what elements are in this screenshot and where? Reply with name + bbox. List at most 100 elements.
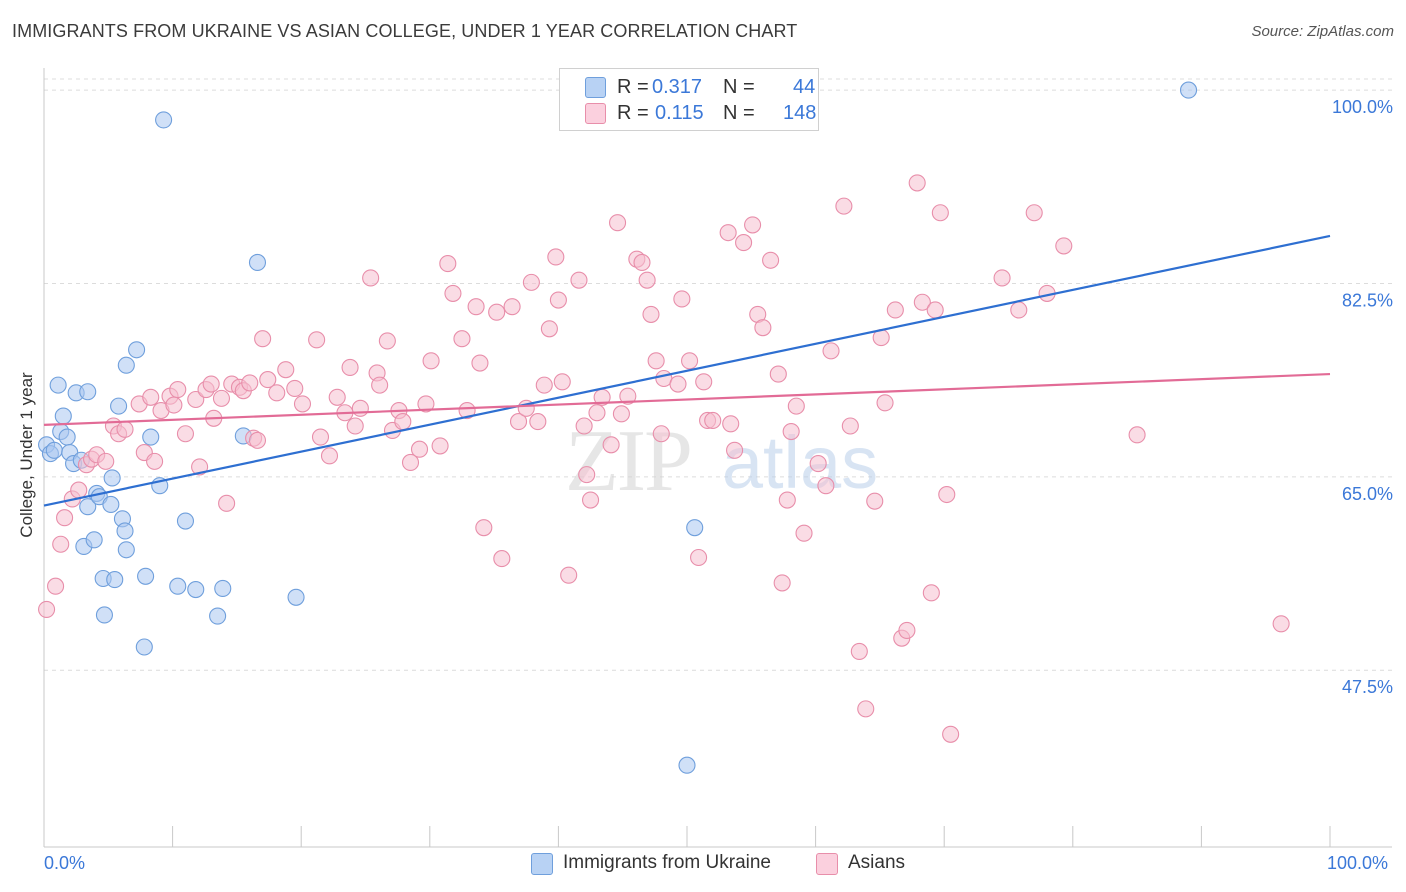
asian-point bbox=[259, 371, 277, 389]
asian-point bbox=[769, 365, 787, 383]
asian-point bbox=[938, 485, 956, 504]
asian-point bbox=[809, 455, 827, 473]
asian-point bbox=[378, 332, 396, 350]
asian-point bbox=[835, 197, 853, 215]
ukraine-point bbox=[103, 469, 121, 487]
asian-point bbox=[540, 320, 558, 338]
asian-point bbox=[38, 600, 56, 618]
asian-point bbox=[681, 352, 699, 370]
ukraine-point bbox=[117, 541, 135, 559]
asian-point bbox=[695, 373, 713, 391]
asian-point bbox=[308, 331, 326, 349]
asian-point bbox=[70, 481, 88, 499]
ukraine-point bbox=[686, 519, 704, 537]
asian-point bbox=[1010, 301, 1028, 319]
asian-point bbox=[458, 401, 476, 420]
asian-point bbox=[422, 352, 440, 370]
asian-point bbox=[241, 374, 259, 392]
asian-point bbox=[488, 303, 506, 321]
asian-point bbox=[467, 298, 485, 316]
trend-layer bbox=[43, 234, 1331, 507]
ukraine-point bbox=[169, 577, 187, 595]
asian-point bbox=[931, 204, 949, 222]
asian-point bbox=[773, 574, 791, 592]
asian-point bbox=[602, 436, 620, 454]
bottom-legend-swatch-asian bbox=[816, 853, 838, 875]
asian-point bbox=[782, 422, 800, 441]
asian-point bbox=[722, 415, 740, 433]
ukraine-point bbox=[45, 441, 63, 459]
ukraine-point bbox=[128, 341, 146, 359]
asian-point bbox=[817, 477, 835, 495]
asian-point bbox=[509, 413, 528, 431]
source-label: Source: ZipAtlas.com bbox=[1251, 23, 1394, 40]
ukraine-point bbox=[79, 383, 97, 401]
y-tick-label: 65.0% bbox=[1342, 484, 1393, 504]
y-tick-label: 100.0% bbox=[1332, 97, 1393, 117]
grid-layer bbox=[44, 78, 1392, 671]
ukraine-point bbox=[142, 428, 160, 446]
asian-point bbox=[866, 492, 884, 510]
bottom-legend-label-asian: Asians bbox=[848, 852, 906, 873]
asian-point bbox=[191, 458, 209, 476]
asian-point bbox=[886, 301, 904, 319]
asian-point bbox=[351, 399, 369, 417]
asian-point bbox=[410, 440, 429, 458]
trend-line-ukraine bbox=[43, 234, 1331, 507]
asian-point bbox=[857, 700, 875, 718]
ukraine-point bbox=[106, 571, 124, 589]
asian-point bbox=[560, 566, 578, 584]
asian-point bbox=[619, 387, 637, 405]
asian-point bbox=[822, 342, 840, 360]
chart-title: IMMIGRANTS FROM UKRAINE VS ASIAN COLLEGE… bbox=[12, 21, 798, 41]
asian-point bbox=[522, 273, 540, 291]
asian-point bbox=[218, 494, 236, 512]
asian-point bbox=[926, 301, 944, 319]
asian-point bbox=[475, 519, 493, 537]
bottom-legend-label-ukraine: Immigrants from Ukraine bbox=[563, 852, 771, 873]
ukraine-point bbox=[79, 498, 97, 516]
asian-point bbox=[202, 375, 220, 393]
asian-point bbox=[690, 548, 708, 567]
asian-point bbox=[169, 380, 187, 399]
asian-point bbox=[146, 452, 164, 470]
asian-point bbox=[575, 417, 593, 435]
asian-point bbox=[908, 174, 926, 192]
ukraine-point bbox=[187, 580, 205, 599]
ukraine-point bbox=[116, 522, 134, 540]
asian-point bbox=[549, 291, 567, 309]
asian-point bbox=[311, 428, 330, 446]
asian-point bbox=[116, 420, 134, 438]
asian-point bbox=[922, 584, 940, 602]
asian-point bbox=[439, 255, 457, 273]
ukraine-point bbox=[54, 407, 72, 425]
ukraine-point bbox=[1179, 81, 1198, 99]
legend-n-label: N = bbox=[723, 76, 755, 98]
y-tick-label: 47.5% bbox=[1342, 677, 1393, 697]
asian-point bbox=[286, 379, 304, 397]
legend-swatch-asian bbox=[585, 103, 606, 124]
asian-point bbox=[268, 384, 286, 402]
asian-point bbox=[898, 621, 916, 639]
asian-point bbox=[1055, 237, 1073, 255]
ukraine-point bbox=[49, 376, 67, 394]
ukraine-point bbox=[155, 111, 173, 129]
asian-point bbox=[578, 466, 596, 484]
asian-point bbox=[1272, 615, 1290, 633]
asian-point bbox=[642, 305, 660, 323]
bottom-legend-swatch-ukraine bbox=[531, 853, 553, 875]
ukraine-point bbox=[678, 756, 696, 774]
asian-point bbox=[341, 358, 359, 376]
asian-point bbox=[778, 491, 796, 509]
asian-point bbox=[1025, 204, 1043, 222]
asian-point bbox=[529, 413, 547, 431]
asian-point bbox=[744, 216, 762, 234]
asian-point bbox=[444, 284, 462, 302]
asian-point bbox=[417, 395, 435, 413]
ukraine-point bbox=[176, 512, 195, 530]
asian-point bbox=[588, 404, 606, 422]
ukraine-point bbox=[110, 397, 128, 415]
asian-point bbox=[471, 354, 489, 372]
legend-r-label: R = bbox=[617, 102, 649, 124]
